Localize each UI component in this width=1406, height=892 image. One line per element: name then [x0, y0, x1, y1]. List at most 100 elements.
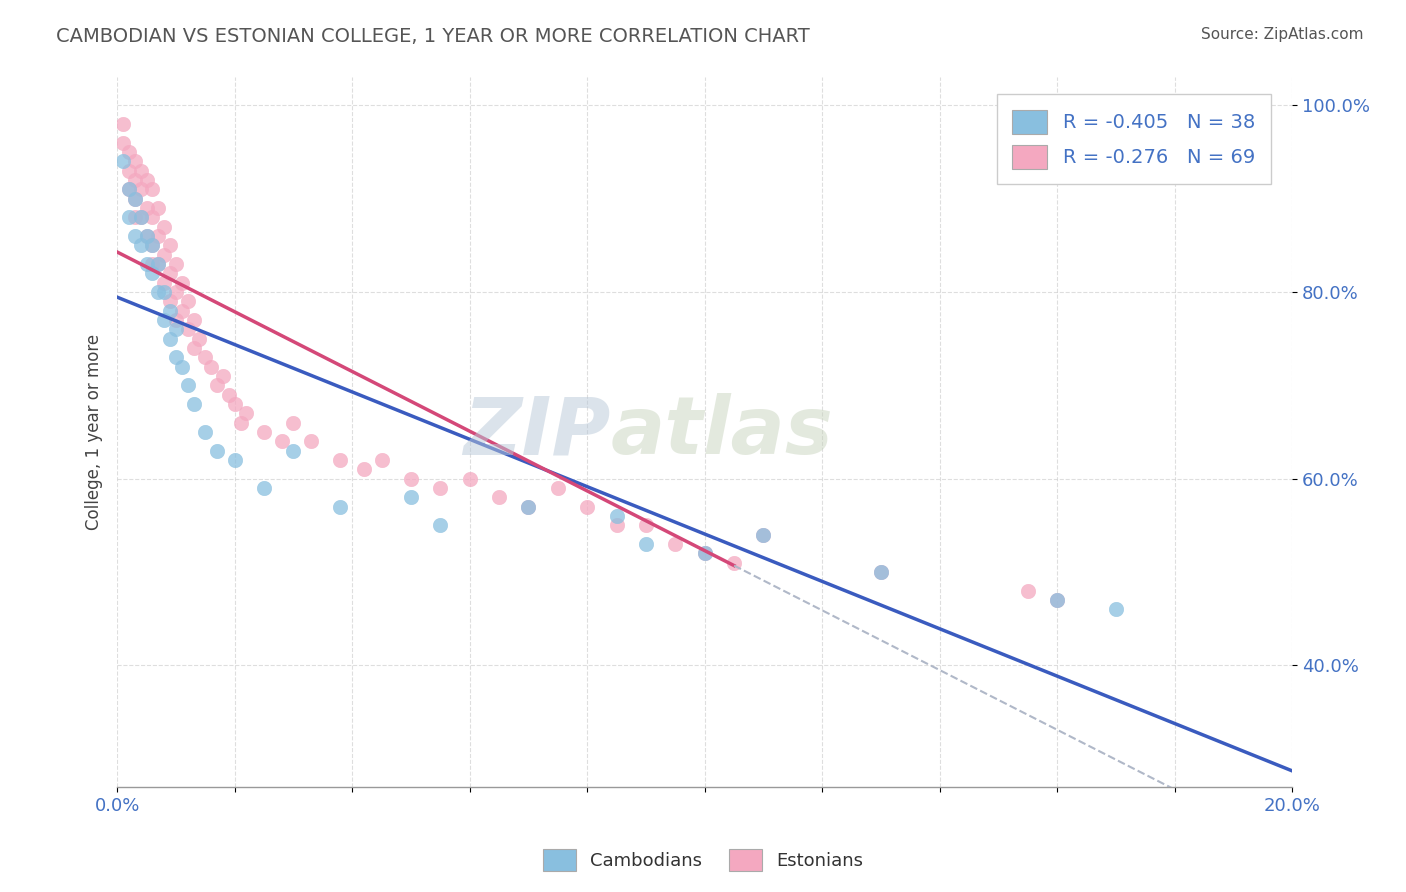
Point	[112, 136, 135, 150]
Point	[118, 145, 141, 160]
Point	[170, 276, 193, 290]
Point	[153, 313, 176, 327]
Point	[606, 518, 628, 533]
Point	[141, 238, 163, 252]
Point	[176, 378, 198, 392]
Point	[229, 416, 252, 430]
Point	[458, 472, 481, 486]
Point	[606, 509, 628, 524]
Point	[129, 163, 152, 178]
Point	[159, 238, 181, 252]
Point	[141, 211, 163, 225]
Point	[283, 443, 305, 458]
Point	[112, 117, 135, 131]
Point	[124, 154, 146, 169]
Point	[135, 229, 157, 244]
Point	[235, 407, 257, 421]
Point	[517, 500, 540, 514]
Point	[283, 416, 305, 430]
Point	[752, 528, 775, 542]
Point	[488, 491, 510, 505]
Text: ZIP: ZIP	[464, 393, 610, 471]
Text: Source: ZipAtlas.com: Source: ZipAtlas.com	[1201, 27, 1364, 42]
Point	[141, 182, 163, 196]
Point	[517, 500, 540, 514]
Point	[165, 257, 187, 271]
Point	[183, 313, 205, 327]
Point	[170, 359, 193, 374]
Point	[1105, 602, 1128, 616]
Point	[253, 425, 276, 439]
Point	[205, 378, 228, 392]
Point	[118, 163, 141, 178]
Point	[212, 369, 235, 384]
Point	[176, 294, 198, 309]
Point	[429, 518, 451, 533]
Point	[148, 285, 170, 299]
Point	[634, 537, 657, 551]
Point	[205, 443, 228, 458]
Point	[170, 303, 193, 318]
Point	[194, 425, 217, 439]
Point	[299, 434, 322, 449]
Point	[124, 192, 146, 206]
Point	[135, 229, 157, 244]
Point	[124, 211, 146, 225]
Point	[159, 303, 181, 318]
Point	[118, 182, 141, 196]
Point	[1017, 583, 1039, 598]
Point	[153, 285, 176, 299]
Point	[141, 257, 163, 271]
Point	[176, 322, 198, 336]
Point	[399, 472, 422, 486]
Point	[153, 276, 176, 290]
Point	[194, 351, 217, 365]
Point	[693, 546, 716, 560]
Point	[693, 546, 716, 560]
Point	[399, 491, 422, 505]
Point	[329, 500, 352, 514]
Text: atlas: atlas	[610, 393, 834, 471]
Point	[1046, 593, 1069, 607]
Legend: R = -0.405   N = 38, R = -0.276   N = 69: R = -0.405 N = 38, R = -0.276 N = 69	[997, 95, 1271, 185]
Point	[129, 211, 152, 225]
Point	[165, 351, 187, 365]
Point	[124, 229, 146, 244]
Point	[188, 332, 211, 346]
Point	[129, 211, 152, 225]
Point	[224, 453, 246, 467]
Point	[224, 397, 246, 411]
Text: CAMBODIAN VS ESTONIAN COLLEGE, 1 YEAR OR MORE CORRELATION CHART: CAMBODIAN VS ESTONIAN COLLEGE, 1 YEAR OR…	[56, 27, 810, 45]
Legend: Cambodians, Estonians: Cambodians, Estonians	[536, 842, 870, 879]
Point	[141, 267, 163, 281]
Point	[148, 201, 170, 215]
Point	[112, 154, 135, 169]
Point	[124, 173, 146, 187]
Point	[723, 556, 745, 570]
Point	[200, 359, 222, 374]
Point	[159, 332, 181, 346]
Point	[270, 434, 292, 449]
Point	[124, 192, 146, 206]
Point	[253, 481, 276, 495]
Point	[129, 182, 152, 196]
Point	[1046, 593, 1069, 607]
Point	[148, 257, 170, 271]
Point	[576, 500, 599, 514]
Point	[159, 294, 181, 309]
Point	[183, 397, 205, 411]
Point	[870, 565, 893, 579]
Point	[153, 219, 176, 234]
Point	[135, 257, 157, 271]
Point	[218, 388, 240, 402]
Point	[135, 201, 157, 215]
Point	[129, 238, 152, 252]
Y-axis label: College, 1 year or more: College, 1 year or more	[86, 334, 103, 530]
Point	[165, 313, 187, 327]
Point	[634, 518, 657, 533]
Point	[329, 453, 352, 467]
Point	[153, 248, 176, 262]
Point	[148, 229, 170, 244]
Point	[141, 238, 163, 252]
Point	[159, 267, 181, 281]
